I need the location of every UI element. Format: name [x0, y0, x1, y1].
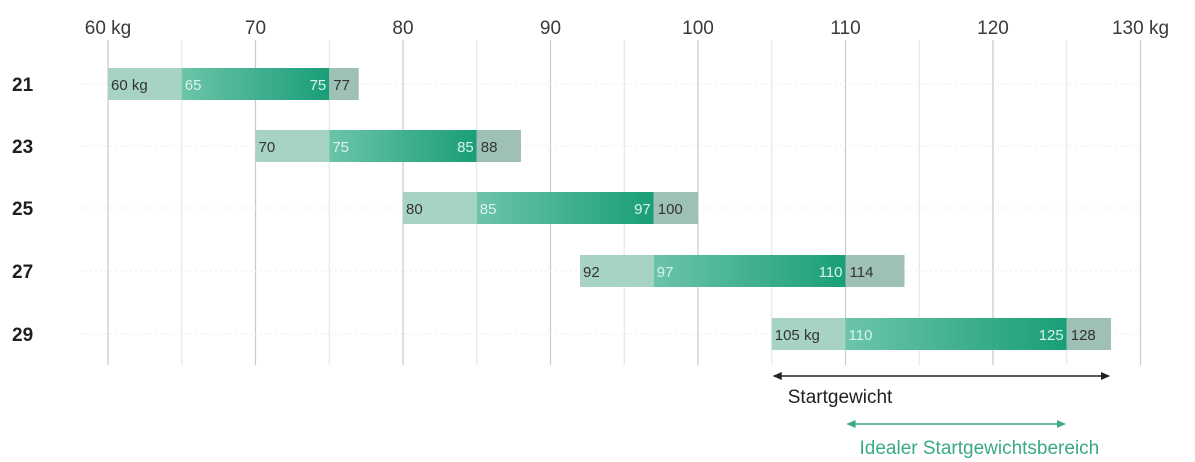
bar-label-ideal-min: 75	[332, 139, 349, 156]
legend-ideal-range-label: Idealer Startgewichtsbereich	[860, 438, 1100, 459]
x-tick-label: 90	[540, 18, 561, 39]
bar-segment-lower	[255, 130, 330, 162]
bar-segment-lower	[580, 255, 654, 287]
x-tick-label: 60 kg	[85, 18, 131, 39]
x-tick-label: 100	[682, 18, 714, 39]
range-bar-row: 70 75 85 88	[255, 130, 521, 162]
bar-label-min: 60 kg	[111, 77, 148, 94]
bar-label-min: 92	[583, 264, 600, 281]
bar-label-ideal-max: 110	[819, 264, 843, 281]
legend: Startgewicht Idealer Startgewichtsbereich	[772, 372, 1110, 459]
category-label: 27	[12, 262, 33, 283]
bar-segment-upper	[476, 130, 521, 162]
bar-label-ideal-max: 85	[457, 139, 474, 156]
bar-label-max: 128	[1071, 327, 1096, 344]
bar-label-max: 77	[333, 77, 350, 94]
bar-label-min: 70	[259, 139, 276, 156]
bar-label-min: 80	[406, 201, 423, 218]
bar-segment-ideal	[653, 255, 846, 287]
bar-segment-lower	[108, 68, 182, 100]
range-bar-row: 92 97 110 114	[580, 255, 905, 287]
bar-segment-lower	[771, 318, 846, 350]
range-bar-row: 105 kg 110 125 128	[771, 318, 1111, 350]
bar-label-ideal-min: 110	[849, 327, 873, 344]
bar-label-ideal-max: 125	[1039, 327, 1064, 344]
x-tick-label: 70	[245, 18, 266, 39]
bar-label-min: 105 kg	[775, 327, 820, 344]
category-label: 29	[12, 325, 33, 346]
bar-label-ideal-max: 97	[634, 201, 651, 218]
bar-label-max: 88	[481, 139, 498, 156]
range-bars: 60 kg 65 75 77 70 75 85 88 80 85 97 100 92 97 110 114 10…	[108, 68, 1111, 350]
bar-label-ideal-min: 65	[185, 77, 202, 94]
category-label: 25	[12, 199, 34, 220]
bar-segment-upper	[845, 255, 905, 287]
x-axis-ticks: 60 kg 70 80 90 100 110 120 130 kg	[85, 18, 1169, 39]
bar-segment-upper	[329, 68, 359, 100]
legend-startgewicht-label: Startgewicht	[788, 387, 893, 408]
bar-label-ideal-max: 75	[310, 77, 327, 94]
x-tick-label: 80	[392, 18, 413, 39]
x-tick-label: 110	[830, 18, 860, 39]
bar-segment-ideal	[181, 68, 330, 100]
bar-label-max: 100	[658, 201, 683, 218]
bar-segment-upper	[653, 192, 698, 224]
x-tick-label: 130 kg	[1112, 18, 1169, 39]
bar-segment-ideal	[476, 192, 654, 224]
bar-segment-ideal	[329, 130, 477, 162]
category-label: 23	[12, 137, 33, 158]
bar-segment-upper	[1066, 318, 1111, 350]
category-label: 21	[12, 75, 34, 96]
bar-label-max: 114	[850, 264, 874, 281]
range-bar-row: 60 kg 65 75 77	[108, 68, 359, 100]
bar-label-ideal-min: 85	[480, 201, 497, 218]
bar-label-ideal-min: 97	[657, 264, 674, 281]
bar-segment-lower	[403, 192, 477, 224]
category-labels: 21 23 25 27 29	[12, 75, 34, 346]
bar-segment-ideal	[845, 318, 1067, 350]
range-bar-row: 80 85 97 100	[403, 192, 698, 224]
x-tick-label: 120	[977, 18, 1009, 39]
